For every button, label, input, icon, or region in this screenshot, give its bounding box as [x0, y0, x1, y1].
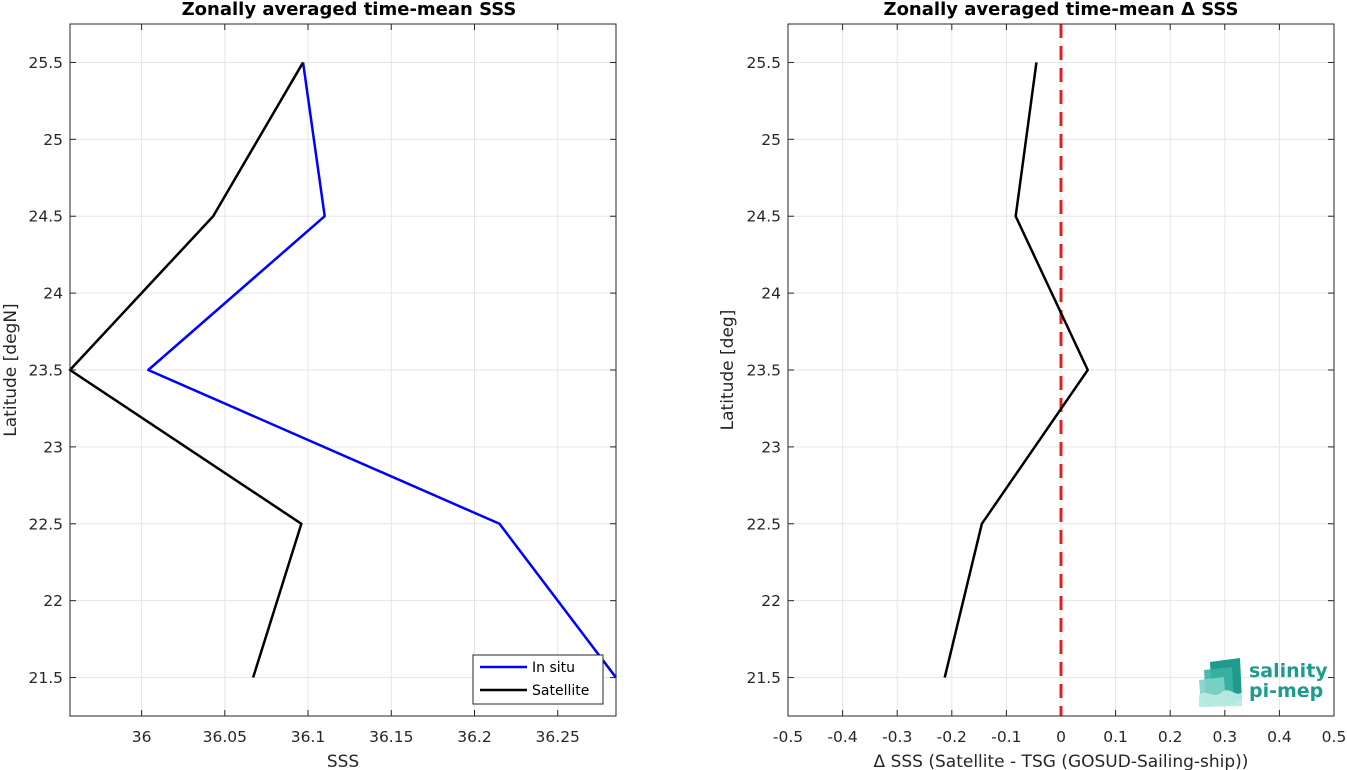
- salinity-pi-mep-logo: salinity pi-mep: [1199, 658, 1328, 707]
- sss-y-tick-labels: 21.5 22 22.5 23 23.5 24 24.5 25 25.5: [28, 54, 63, 687]
- y-tick-label: 24.5: [28, 208, 63, 226]
- y-tick-label: 22: [761, 592, 781, 610]
- y-tick-label: 25.5: [28, 54, 63, 72]
- legend-box: [472, 654, 604, 705]
- y-tick-label: 23: [761, 438, 781, 456]
- y-tick-label: 24: [43, 285, 63, 303]
- x-tick-label: -0.2: [937, 728, 967, 746]
- x-tick-label: 0.2: [1158, 728, 1183, 746]
- logo-wave-icon: [1199, 658, 1242, 707]
- x-tick-label: 36.05: [203, 728, 247, 746]
- sss-panel: Zonally averaged time-mean SSS 36 36.05 36…: [1, 0, 617, 770]
- x-tick-label: 36.25: [536, 728, 580, 746]
- legend-insitu-label: In situ: [532, 660, 575, 676]
- y-tick-label: 25: [43, 131, 63, 149]
- delta-sss-y-axis-label: Latitude [deg]: [718, 310, 738, 431]
- sss-y-axis-label: Latitude [degN]: [1, 303, 21, 436]
- y-tick-label: 23.5: [28, 362, 63, 380]
- x-tick-label: -0.3: [882, 728, 912, 746]
- x-tick-label: 36: [132, 728, 152, 746]
- y-tick-label: 22: [43, 592, 63, 610]
- x-tick-label: 36.2: [457, 728, 492, 746]
- x-tick-label: -0.5: [773, 728, 803, 746]
- legend-satellite-label: Satellite: [532, 683, 589, 699]
- delta-sss-series: [943, 24, 1089, 716]
- delta-sss-panel: Zonally averaged time-mean Δ SSS -0.5 -0.…: [718, 0, 1346, 770]
- y-tick-label: 21.5: [746, 669, 781, 687]
- delta-sss-x-axis-label: Δ SSS (Satellite - TSG (GOSUD-Sailing-sh…: [874, 752, 1249, 770]
- delta-sss-grid: [787, 24, 1335, 716]
- sss-grid: [70, 24, 616, 716]
- delta-sss-x-tick-labels: -0.5 -0.4 -0.3 -0.2 -0.1 0 0.1 0.2 0.3 0.4 0.5: [773, 728, 1346, 746]
- y-tick-label: 25: [761, 131, 781, 149]
- x-tick-label: -0.1: [991, 728, 1021, 746]
- y-tick-label: 22.5: [28, 515, 63, 533]
- y-tick-label: 24: [761, 285, 781, 303]
- x-tick-label: 0: [1056, 728, 1066, 746]
- sss-panel-title: Zonally averaged time-mean SSS: [182, 0, 517, 20]
- delta-sss-line: [943, 62, 1089, 678]
- logo-line1: salinity: [1249, 660, 1328, 682]
- x-tick-label: 36.1: [291, 728, 326, 746]
- x-tick-label: 0.5: [1322, 728, 1347, 746]
- x-tick-label: -0.4: [827, 728, 857, 746]
- in-situ-line: [146, 62, 617, 679]
- y-tick-label: 25.5: [746, 54, 781, 72]
- delta-sss-axes-box: [787, 23, 1335, 717]
- y-tick-label: 22.5: [746, 515, 781, 533]
- y-tick-label: 21.5: [28, 669, 63, 687]
- y-tick-label: 24.5: [746, 208, 781, 226]
- x-tick-label: 36.15: [369, 728, 413, 746]
- sss-x-tick-labels: 36 36.05 36.1 36.15 36.2 36.25: [132, 728, 580, 746]
- x-tick-label: 0.3: [1212, 728, 1237, 746]
- x-tick-label: 0.4: [1267, 728, 1292, 746]
- delta-sss-y-tick-labels: 21.5 22 22.5 23 23.5 24 24.5 25 25.5: [746, 54, 781, 687]
- y-tick-label: 23: [43, 438, 63, 456]
- sss-legend: In situ Satellite: [472, 654, 604, 705]
- delta-sss-panel-title: Zonally averaged time-mean Δ SSS: [884, 0, 1239, 20]
- sss-x-axis-label: SSS: [327, 752, 359, 770]
- logo-line2: pi-mep: [1249, 680, 1323, 702]
- y-tick-label: 23.5: [746, 362, 781, 380]
- sss-axes-box: [69, 23, 617, 717]
- x-tick-label: 0.1: [1103, 728, 1128, 746]
